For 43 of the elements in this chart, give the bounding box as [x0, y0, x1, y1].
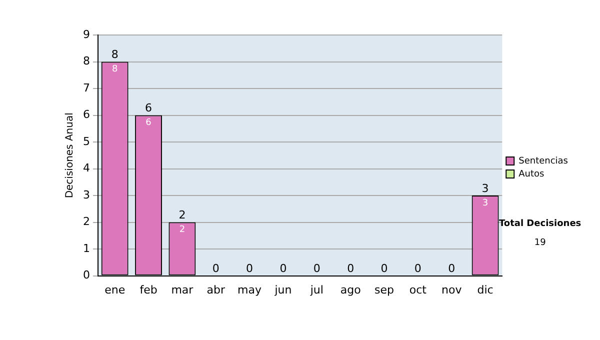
total-label: 2 [178, 208, 186, 222]
y-tick-label: 3 [83, 188, 90, 202]
y-tick-label: 4 [83, 162, 90, 175]
y-tick-label: 6 [83, 108, 90, 122]
y-tick-label: 1 [83, 242, 90, 255]
y-tick-label: 9 [83, 28, 90, 41]
total-label: 6 [145, 102, 152, 115]
x-tick-label: jun [274, 283, 292, 296]
text: 19 [534, 238, 546, 248]
y-tick-label: 2 [83, 215, 90, 228]
y-tick-label: 5 [83, 134, 90, 148]
annotation: Total Decisiones [498, 218, 582, 229]
total-label: 0 [313, 262, 320, 276]
y-axis-title: Decisiones Anual [64, 112, 76, 198]
x-tick-label: ago [340, 283, 362, 296]
total-label: 0 [246, 262, 254, 276]
x-tick-label: abr [206, 283, 226, 296]
total-label: 0 [414, 262, 422, 276]
y-tick-label: 7 [83, 81, 90, 94]
data-label: 6 [146, 118, 152, 128]
y-tick-label: 8 [83, 54, 90, 68]
x-tick-label: oct [409, 283, 428, 296]
x-tick-label: nov [442, 283, 462, 296]
x-tick-label: feb [140, 283, 158, 296]
data-label: 2 [179, 225, 186, 236]
total-label: 3 [482, 182, 489, 195]
total-label: 0 [347, 262, 354, 276]
total-label: 0 [212, 262, 220, 276]
x-tick-label: may [238, 283, 262, 296]
x-tick-label: mar [171, 283, 194, 296]
total-label: 0 [448, 262, 456, 276]
total-label: 0 [280, 262, 287, 276]
legend-label: Autos [518, 169, 545, 180]
total-label: 0 [380, 262, 388, 276]
data-label: 3 [482, 198, 488, 208]
data-label: 8 [112, 64, 118, 75]
x-tick-label: ene [104, 283, 126, 296]
legend-label: Sentencias [518, 156, 568, 166]
x-tick-label: sep [374, 283, 394, 296]
x-tick-label: jul [309, 283, 324, 296]
y-tick-label: 0 [83, 268, 90, 282]
x-tick-label: dic [477, 283, 494, 296]
total-label: 8 [111, 48, 118, 62]
